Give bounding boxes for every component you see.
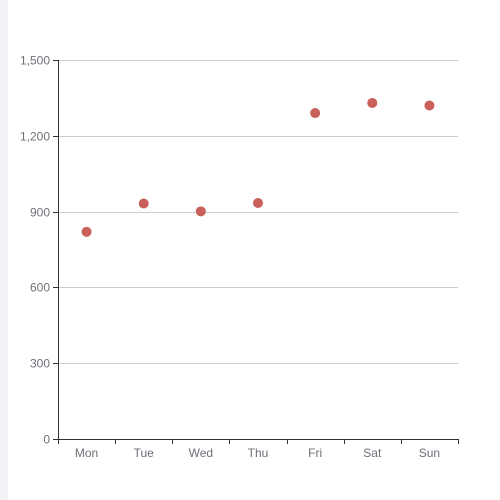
x-tick-label: Tue — [134, 446, 155, 460]
data-point-wed[interactable] — [195, 206, 206, 217]
x-tick-label: Fri — [308, 446, 322, 460]
x-tick-label: Sun — [419, 446, 440, 460]
grid-lines — [58, 60, 458, 364]
left-border-strip — [0, 0, 8, 500]
y-tick-label: 0 — [43, 433, 50, 447]
y-tick-label: 1,500 — [20, 54, 50, 68]
axes — [53, 60, 459, 444]
x-tick-label: Wed — [189, 446, 213, 460]
y-tick-label: 600 — [30, 281, 50, 295]
data-point-thu[interactable] — [253, 198, 263, 209]
data-point-sun[interactable] — [424, 100, 435, 111]
x-tick-label: Thu — [248, 446, 269, 460]
y-tick-label: 900 — [30, 206, 50, 220]
x-tick-label: Sat — [363, 446, 382, 460]
data-point-sat[interactable] — [367, 97, 378, 108]
data-points — [81, 97, 435, 237]
data-point-tue[interactable] — [138, 198, 149, 209]
x-tick-label: Mon — [75, 446, 98, 460]
x-tick-labels: Mon Tue Wed Thu Fri Sat Sun — [75, 446, 440, 460]
y-tick-label: 300 — [30, 357, 50, 371]
y-tick-label: 1,200 — [20, 130, 50, 144]
data-point-mon[interactable] — [81, 226, 92, 237]
data-point-fri[interactable] — [310, 108, 321, 119]
y-tick-labels: 0 300 600 900 1,200 1,500 — [20, 54, 50, 447]
